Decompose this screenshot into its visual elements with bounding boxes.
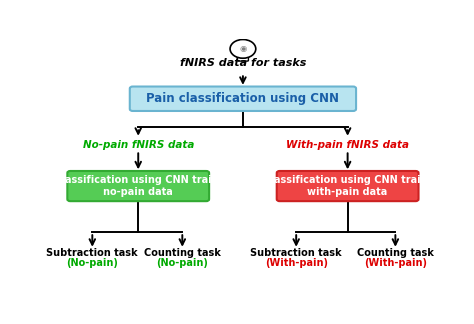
Ellipse shape <box>230 40 256 58</box>
Text: Task classification using CNN trained on
with-pain data: Task classification using CNN trained on… <box>237 175 458 197</box>
FancyBboxPatch shape <box>277 171 419 201</box>
Text: Pain classification using CNN: Pain classification using CNN <box>146 92 339 105</box>
Text: With-pain fNIRS data: With-pain fNIRS data <box>286 140 409 150</box>
Text: (With-pain): (With-pain) <box>264 259 328 268</box>
Text: Counting task: Counting task <box>144 249 221 259</box>
Text: (No-pain): (No-pain) <box>66 259 118 268</box>
Text: ◉: ◉ <box>239 44 246 52</box>
Text: Subtraction task: Subtraction task <box>250 249 342 259</box>
Text: Counting task: Counting task <box>357 249 434 259</box>
Text: Task classification using CNN trained on
no-pain data: Task classification using CNN trained on… <box>27 175 249 197</box>
FancyBboxPatch shape <box>67 171 209 201</box>
FancyBboxPatch shape <box>130 87 356 111</box>
Text: (With-pain): (With-pain) <box>364 259 427 268</box>
FancyBboxPatch shape <box>237 57 248 61</box>
Text: No-pain fNIRS data: No-pain fNIRS data <box>82 140 194 150</box>
Text: (No-pain): (No-pain) <box>156 259 208 268</box>
Text: fNIRS data for tasks: fNIRS data for tasks <box>180 58 306 68</box>
Text: Subtraction task: Subtraction task <box>46 249 138 259</box>
